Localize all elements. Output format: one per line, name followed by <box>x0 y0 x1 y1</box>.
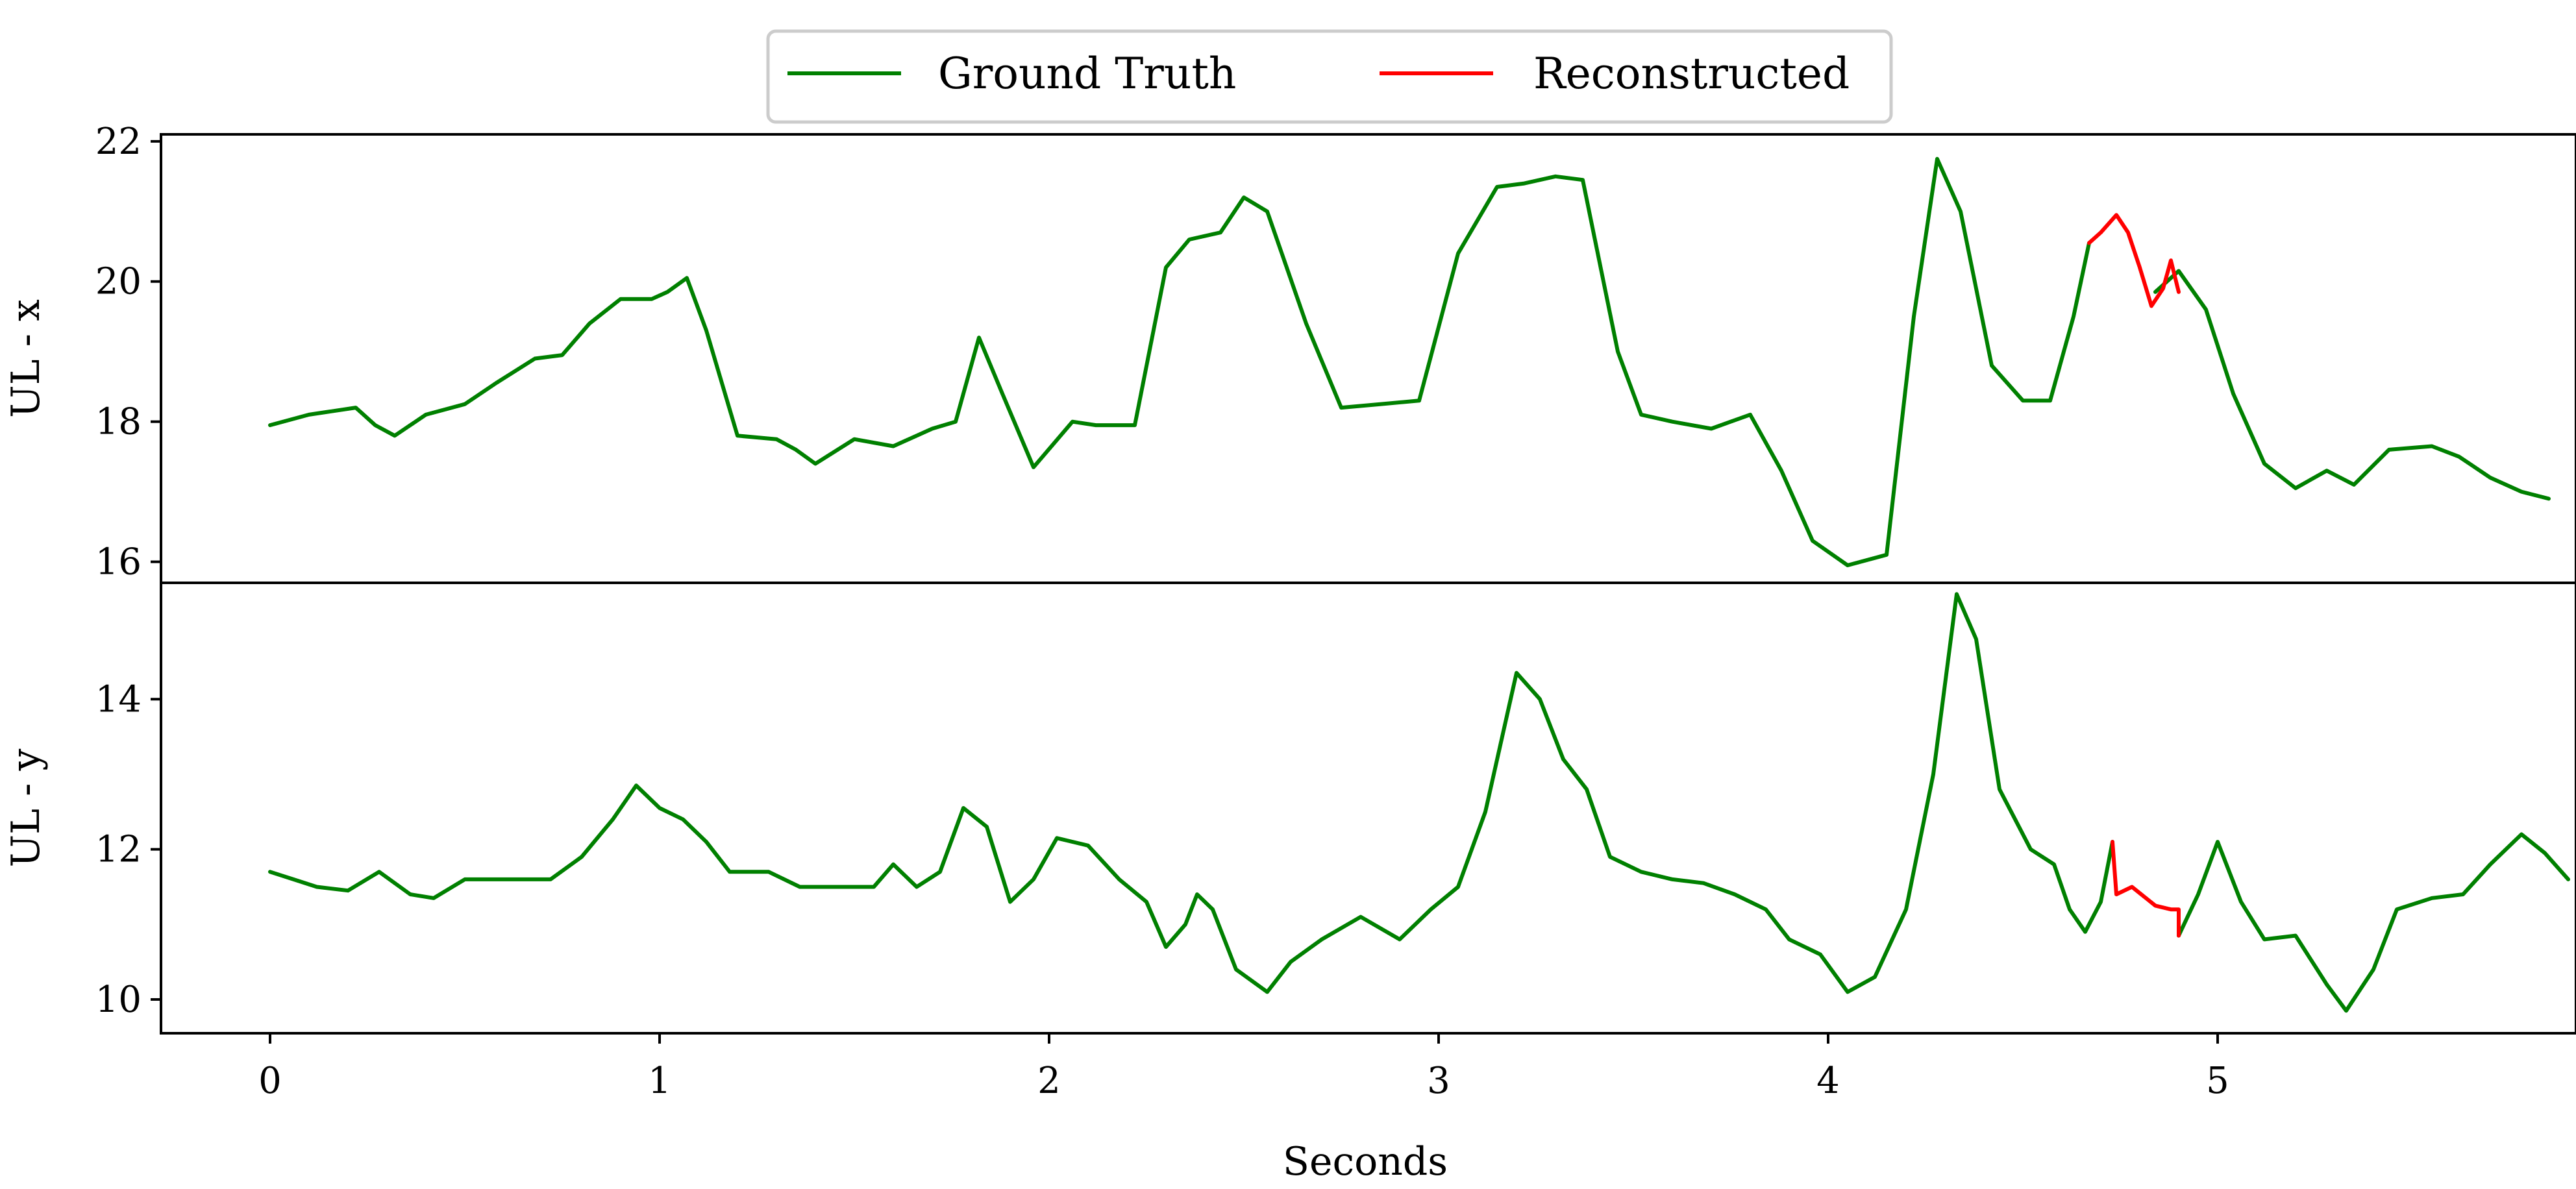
series-group <box>268 156 2551 567</box>
y-tick-label: 14 <box>95 678 142 720</box>
legend-label-reconstructed: Reconstructed <box>1533 49 1850 99</box>
series-group <box>268 592 2570 1013</box>
y-tick-label: 12 <box>95 829 142 871</box>
series-line-ground-truth-1 <box>268 156 2091 567</box>
series-line-reconstructed-1 <box>2111 840 2181 938</box>
x-tick-label: 2 <box>1037 1060 1061 1102</box>
y-tick-label: 10 <box>95 979 142 1021</box>
subplot-ul-x: 16 18 20 22 UL - x <box>3 121 2576 584</box>
y-axis-label: UL - y <box>3 749 49 868</box>
series-line-ground-truth-2 <box>2153 269 2551 501</box>
y-axis-label: UL - x <box>3 299 49 418</box>
x-tick-label: 0 <box>258 1060 282 1102</box>
x-tick-label: 4 <box>1816 1060 1840 1102</box>
legend-box <box>766 29 1893 124</box>
legend: Ground Truth Reconstructed <box>766 29 1893 124</box>
y-tick-label: 16 <box>95 541 142 583</box>
legend-label-ground-truth: Ground Truth <box>938 49 1236 99</box>
plot-frame <box>160 133 2576 584</box>
series-line-reconstructed-1 <box>2087 213 2181 308</box>
y-tick-label: 22 <box>95 121 142 163</box>
x-tick-label: 1 <box>648 1060 671 1102</box>
series-line-ground-truth-1 <box>268 592 2114 994</box>
x-tick-label: 5 <box>2206 1060 2229 1102</box>
y-tick-label: 20 <box>95 261 142 303</box>
x-axis-label: Seconds <box>1283 1139 1448 1184</box>
y-tick-label: 18 <box>95 401 142 443</box>
series-line-ground-truth-2 <box>2177 832 2570 1013</box>
x-tick-label: 3 <box>1427 1060 1450 1102</box>
plot-frame <box>160 582 2576 1035</box>
